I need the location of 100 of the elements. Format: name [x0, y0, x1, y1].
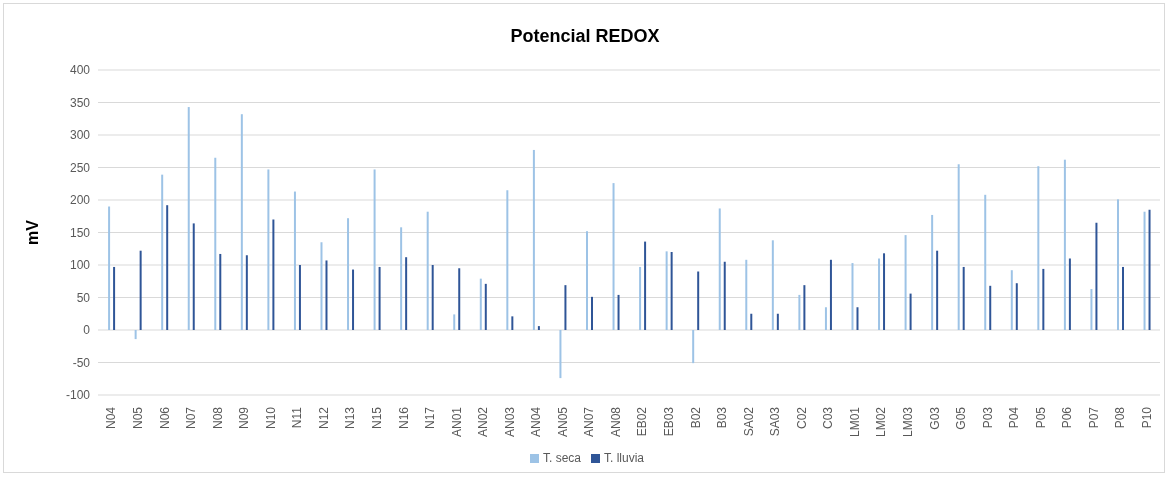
bar: [617, 294, 620, 330]
bar: [878, 258, 881, 330]
bar: [352, 269, 355, 330]
bar: [909, 293, 912, 330]
x-tick-label: EB03: [662, 406, 677, 437]
bar: [108, 206, 111, 330]
bar: [904, 235, 907, 330]
x-tick-label: B03: [715, 406, 730, 429]
bar: [479, 278, 482, 330]
bar: [984, 194, 987, 330]
y-tick-label: 400: [69, 63, 91, 78]
x-tick-label: P07: [1086, 406, 1101, 429]
x-tick-label: N16: [396, 406, 411, 430]
bar: [851, 263, 854, 330]
x-tick-label: AN03: [502, 406, 517, 438]
bar: [214, 157, 217, 330]
bar: [347, 218, 350, 330]
x-tick-label: B02: [688, 406, 703, 429]
bar: [585, 231, 588, 330]
y-tick-label: -100: [65, 388, 91, 403]
x-tick-label: AN04: [529, 406, 544, 438]
bar: [161, 174, 164, 330]
x-tick-label: N17: [423, 406, 438, 430]
y-tick-label: 300: [69, 128, 91, 143]
x-tick-label: AN02: [476, 406, 491, 438]
bar: [458, 268, 461, 330]
x-tick-label: EB02: [635, 406, 650, 437]
x-tick-label: C02: [794, 406, 809, 430]
x-tick-label: AN08: [608, 406, 623, 438]
x-tick-label: LM02: [874, 406, 889, 438]
bar: [293, 191, 296, 330]
bar: [1143, 211, 1146, 330]
bar: [245, 255, 248, 330]
x-tick-label: P04: [1007, 406, 1022, 429]
x-tick-label: N13: [343, 406, 358, 430]
bar: [829, 259, 832, 330]
bar: [453, 314, 456, 330]
bar: [373, 169, 376, 330]
bar: [1063, 159, 1066, 330]
bar: [325, 260, 328, 330]
bar: [665, 251, 668, 330]
y-tick-label: 350: [69, 95, 91, 110]
bar: [240, 114, 243, 330]
bar: [856, 307, 859, 330]
bar: [750, 313, 753, 330]
bar: [776, 313, 779, 330]
bar: [957, 164, 960, 330]
x-tick-label: P10: [1139, 406, 1154, 429]
x-tick-label: N15: [369, 406, 384, 430]
bar: [936, 250, 939, 330]
x-tick-label: C03: [821, 406, 836, 430]
x-tick-label: P05: [1033, 406, 1048, 429]
bar: [559, 330, 562, 379]
bar: [1116, 199, 1119, 330]
x-tick-label: N07: [184, 406, 199, 430]
bar: [883, 253, 886, 330]
x-tick-label: N10: [263, 406, 278, 430]
x-tick-label: SA03: [768, 406, 783, 437]
bar: [272, 219, 275, 330]
x-tick-label: AN01: [449, 406, 464, 438]
bar: [612, 183, 615, 330]
bar: [1042, 268, 1045, 330]
y-tick-label: 200: [69, 193, 91, 208]
bar: [166, 205, 169, 330]
x-tick-label: AN05: [555, 406, 570, 438]
bar: [506, 190, 509, 330]
bar: [1121, 266, 1124, 330]
x-tick-label: P06: [1060, 406, 1075, 429]
bar: [134, 330, 137, 340]
x-tick-label: N12: [316, 406, 331, 430]
bar: [692, 330, 695, 364]
y-tick-label: 100: [69, 258, 91, 273]
bar: [219, 253, 222, 330]
x-tick-label: N04: [104, 406, 119, 430]
bar: [718, 208, 721, 330]
legend-label: T. lluvia: [604, 451, 645, 465]
bar: [431, 265, 434, 330]
bar: [1095, 222, 1098, 330]
bar: [798, 294, 801, 330]
bar: [537, 326, 540, 330]
y-tick-label: 50: [76, 290, 91, 305]
x-tick-label: AN07: [582, 406, 597, 438]
bar: [511, 316, 514, 330]
bar: [1068, 258, 1071, 330]
bar: [771, 240, 774, 330]
bar: [564, 285, 567, 330]
bar: [139, 250, 142, 330]
y-tick-label: 150: [69, 225, 91, 240]
bar: [590, 296, 593, 330]
bar: [644, 241, 647, 330]
legend-label: T. seca: [542, 451, 581, 465]
bar: [298, 265, 301, 330]
bar: [400, 227, 403, 330]
x-tick-label: N06: [157, 406, 172, 430]
x-tick-label: P03: [980, 406, 995, 429]
bar: [1090, 289, 1093, 330]
bar: [267, 169, 270, 330]
bar: [484, 283, 487, 330]
y-tick-label: 0: [83, 323, 91, 338]
bar: [187, 107, 190, 330]
